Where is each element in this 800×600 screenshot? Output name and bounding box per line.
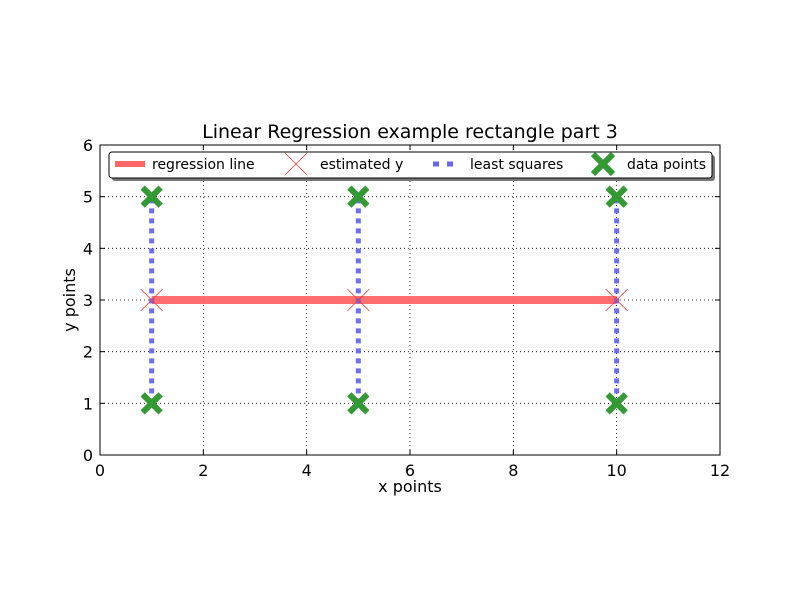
estimated-y-marker-stroke xyxy=(347,288,370,312)
x-tick-label: 0 xyxy=(95,461,105,480)
legend-label: data points xyxy=(627,157,706,173)
data-point-marker xyxy=(140,392,163,415)
legend-label: regression line xyxy=(152,157,255,173)
legend-swatch-estimated-y-stroke xyxy=(284,152,308,176)
data-point-marker xyxy=(140,185,163,208)
data-point-marker-stroke xyxy=(140,392,163,415)
y-tick-label: 6 xyxy=(83,136,93,155)
y-tick-label: 0 xyxy=(83,446,93,465)
estimated-y-marker-stroke xyxy=(140,288,163,312)
x-tick-label: 6 xyxy=(405,461,415,480)
y-tick-label: 2 xyxy=(83,343,93,362)
chart-title: Linear Regression example rectangle part… xyxy=(202,121,618,143)
data-point-marker xyxy=(347,392,370,415)
x-tick-label: 4 xyxy=(302,461,312,480)
legend: regression line estimated y least squares d… xyxy=(108,151,715,181)
y-tick-label: 5 xyxy=(83,188,93,207)
data-point-marker xyxy=(605,392,628,415)
y-axis-label: y points xyxy=(60,268,79,332)
estimated-y-marker xyxy=(605,288,628,312)
estimated-y-marker xyxy=(140,288,163,312)
data-point-marker-stroke xyxy=(605,392,628,415)
data-point-marker-stroke xyxy=(605,185,628,208)
x-tick-label: 10 xyxy=(606,461,626,480)
legend-swatch-data-points-stroke xyxy=(590,151,616,177)
legend-label: least squares xyxy=(470,157,563,173)
data-point-marker-stroke xyxy=(140,185,163,208)
estimated-y-marker-stroke xyxy=(605,288,628,312)
x-axis-label: x points xyxy=(378,477,442,496)
legend-box xyxy=(108,151,713,179)
data-point-marker xyxy=(605,185,628,208)
y-tick-label: 3 xyxy=(83,291,93,310)
x-tick-label: 8 xyxy=(508,461,518,480)
series-layer xyxy=(140,185,628,415)
x-tick-label: 12 xyxy=(710,461,730,480)
y-tick-label: 4 xyxy=(83,239,93,258)
data-point-marker-stroke xyxy=(347,392,370,415)
x-tick-label: 2 xyxy=(198,461,208,480)
legend-swatch-estimated-y xyxy=(284,152,308,176)
estimated-y-marker xyxy=(347,288,370,312)
legend-swatch-data-points xyxy=(590,151,616,177)
data-point-marker xyxy=(347,185,370,208)
data-point-marker-stroke xyxy=(347,185,370,208)
y-tick-label: 1 xyxy=(83,394,93,413)
legend-label: estimated y xyxy=(320,157,403,173)
